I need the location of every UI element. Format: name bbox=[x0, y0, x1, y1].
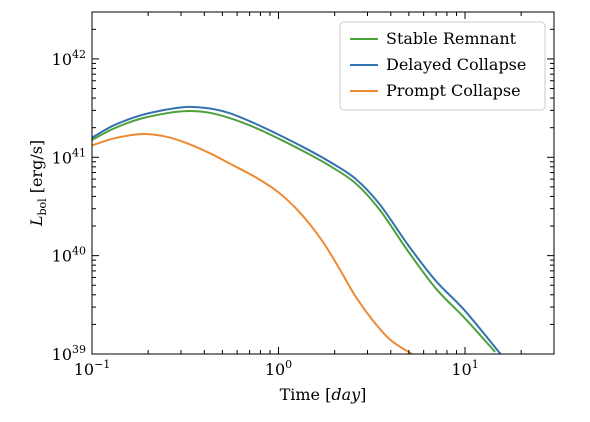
series-line-1 bbox=[92, 110, 496, 353]
y-axis-title: Lbol [erg/s] bbox=[27, 140, 49, 227]
series-line-2 bbox=[92, 105, 502, 354]
legend-label-2: Delayed Collapse bbox=[386, 55, 526, 74]
tick-base: 10 bbox=[52, 148, 72, 167]
x-tick-label: 101 bbox=[451, 358, 478, 379]
tick-exponent: 0 bbox=[285, 358, 292, 371]
tick-exponent: −1 bbox=[94, 358, 110, 371]
x-tick-label: 100 bbox=[265, 358, 292, 379]
tick-exponent: 41 bbox=[72, 146, 86, 159]
x-axis-title-close: ] bbox=[360, 385, 366, 404]
tick-base: 10 bbox=[52, 345, 72, 364]
legend-label-1: Stable Remnant bbox=[386, 29, 517, 48]
legend-label-3: Prompt Collapse bbox=[386, 81, 521, 100]
tick-exponent: 42 bbox=[72, 48, 86, 61]
x-axis-title-unit: day bbox=[331, 385, 361, 404]
tick-base: 10 bbox=[451, 360, 471, 379]
tick-base: 10 bbox=[52, 247, 72, 266]
tick-exponent: 1 bbox=[472, 358, 479, 371]
y-tick-label: 1039 bbox=[52, 343, 86, 364]
x-tick-label: 10−1 bbox=[74, 358, 111, 379]
y-tick-label: 1042 bbox=[52, 48, 86, 69]
tick-base: 10 bbox=[74, 360, 94, 379]
legend-box bbox=[339, 21, 546, 111]
x-axis-title: Time [day] bbox=[280, 385, 367, 404]
y-axis-title-unit: [erg/s] bbox=[27, 140, 46, 199]
tick-base: 10 bbox=[52, 50, 72, 69]
y-axis-title-symbol: L bbox=[27, 216, 46, 228]
tick-exponent: 39 bbox=[72, 343, 86, 356]
legend: Stable Remnant Delayed Collapse Prompt Col… bbox=[339, 21, 546, 111]
plot-frame bbox=[91, 11, 555, 355]
tick-exponent: 40 bbox=[72, 245, 86, 258]
x-axis-title-main: Time [ bbox=[280, 385, 332, 404]
tick-base: 10 bbox=[265, 360, 285, 379]
y-tick-label: 1041 bbox=[52, 146, 86, 167]
y-tick-label: 1040 bbox=[52, 245, 86, 266]
series-line-3 bbox=[92, 132, 413, 354]
y-axis-title-subscript: bol bbox=[36, 198, 49, 216]
series-layer bbox=[92, 105, 502, 354]
